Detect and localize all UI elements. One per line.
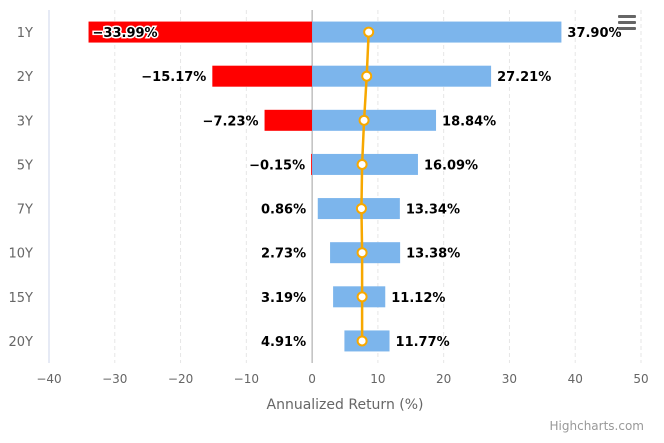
- negative-bar: [212, 65, 313, 87]
- high-value-label: 11.12%: [391, 291, 445, 306]
- x-tick-label: 30: [502, 372, 517, 386]
- positive-bar: [312, 21, 562, 43]
- y-tick-label: 7Y: [17, 203, 33, 218]
- line-point-marker: [358, 114, 370, 126]
- low-value-label: −0.15%: [249, 158, 305, 173]
- x-tick-label: −20: [168, 372, 193, 386]
- grid-layer: [114, 10, 642, 363]
- label-layer: −33.99% 37.90% −15.17% 27.21% −7.23% 18.84% −0…: [91, 25, 623, 352]
- negative-bar: [311, 153, 313, 175]
- y-tick-label: 20Y: [9, 335, 34, 350]
- line-point-marker: [356, 291, 368, 303]
- line-point-marker: [355, 203, 367, 215]
- low-value-label: 4.91%: [261, 335, 306, 350]
- line-layer: [355, 26, 375, 347]
- positive-bar: [312, 109, 437, 131]
- line-point-marker: [356, 335, 368, 347]
- x-tick-label: −10: [234, 372, 259, 386]
- chart-menu-button[interactable]: [615, 12, 639, 32]
- line-point-marker: [356, 247, 368, 259]
- x-tick-label: −30: [102, 372, 127, 386]
- low-value-label: 2.73%: [261, 247, 306, 262]
- x-tick-label: 20: [436, 372, 451, 386]
- negative-bar: [88, 21, 313, 43]
- line-point-marker: [363, 26, 375, 38]
- x-tick-label: 50: [633, 372, 648, 386]
- line-point-marker: [356, 158, 368, 170]
- y-tick-label: 3Y: [17, 114, 33, 129]
- y-tick-label: 2Y: [17, 70, 33, 85]
- x-tick-label: −40: [36, 372, 61, 386]
- positive-bar: [312, 65, 492, 87]
- average-line: [360, 32, 370, 341]
- high-value-label: 37.90%: [567, 26, 621, 41]
- line-point-marker: [361, 70, 373, 82]
- low-value-label: −7.23%: [203, 114, 259, 129]
- negative-bar: [264, 109, 313, 131]
- y-tick-label: 1Y: [17, 26, 33, 41]
- low-value-label: 3.19%: [261, 291, 306, 306]
- x-tick-label: 40: [568, 372, 583, 386]
- y-tick-label: 10Y: [9, 247, 34, 262]
- credits-link[interactable]: Highcharts.com: [549, 419, 644, 433]
- x-tick-label: 0: [308, 372, 316, 386]
- low-value-label: −33.99%: [93, 26, 158, 41]
- x-tick-label: 10: [370, 372, 385, 386]
- high-value-label: 11.77%: [396, 335, 450, 350]
- high-value-label: 16.09%: [424, 158, 478, 173]
- y-tick-label: 5Y: [17, 158, 33, 173]
- high-value-label: 27.21%: [497, 70, 551, 85]
- x-axis-title: Annualized Return (%): [267, 397, 424, 413]
- low-value-label: 0.86%: [261, 203, 306, 218]
- axis-layer: −40 −30 −20 −10 0 10 20 30 40 50 1Y 2Y 3Y 5Y 7Y 10Y 15Y 2…: [9, 10, 649, 386]
- high-value-label: 18.84%: [442, 114, 496, 129]
- low-value-label: −15.17%: [141, 70, 206, 85]
- y-tick-label: 15Y: [9, 291, 34, 306]
- high-value-label: 13.38%: [406, 247, 460, 262]
- high-value-label: 13.34%: [406, 203, 460, 218]
